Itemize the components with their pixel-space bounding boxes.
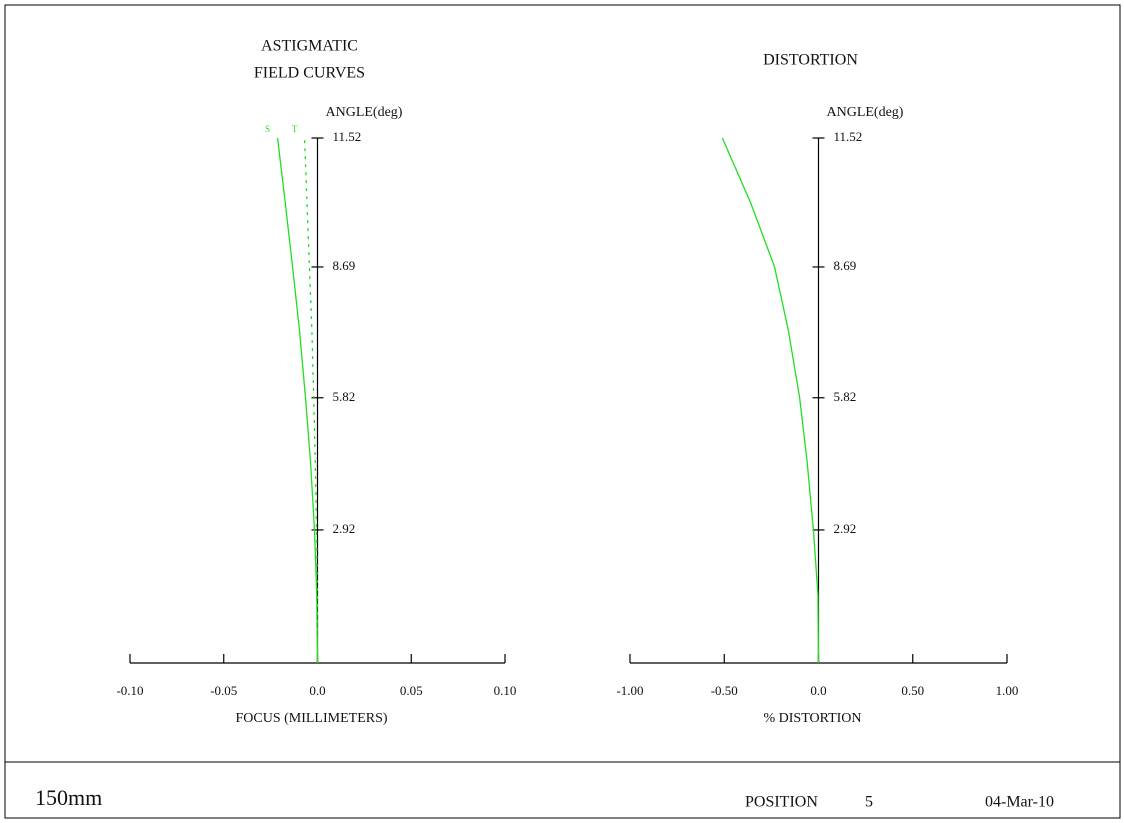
y-tick-label: 5.82 [333, 389, 356, 404]
x-tick-label: -1.00 [616, 683, 643, 698]
curve [276, 137, 319, 664]
y-axis-label: ANGLE(deg) [827, 105, 904, 120]
y-tick-label: 8.69 [834, 258, 857, 273]
x-tick-label: -0.10 [116, 683, 143, 698]
chart-title: ASTIGMATIC [261, 38, 358, 55]
x-axis-label: FOCUS (MILLIMETERS) [235, 711, 387, 726]
chart-title: DISTORTION [763, 52, 858, 69]
x-tick-label: 1.00 [996, 683, 1019, 698]
y-tick-label: 11.52 [333, 129, 362, 144]
position-value: 5 [865, 794, 873, 811]
x-tick-label: 0.10 [494, 683, 517, 698]
x-tick-label: 0.0 [309, 683, 325, 698]
y-axis-label: ANGLE(deg) [326, 105, 403, 120]
lens-label: 150mm [35, 785, 102, 810]
x-tick-label: 0.0 [810, 683, 826, 698]
curve [303, 137, 319, 664]
x-axis-label: % DISTORTION [763, 711, 861, 726]
x-tick-label: -0.05 [210, 683, 237, 698]
y-tick-label: 8.69 [333, 258, 356, 273]
y-tick-label: 2.92 [834, 521, 857, 536]
x-tick-label: 0.50 [901, 683, 924, 698]
y-tick-label: 11.52 [834, 129, 863, 144]
y-tick-label: 2.92 [333, 521, 356, 536]
x-tick-label: 0.05 [400, 683, 423, 698]
y-tick-label: 5.82 [834, 389, 857, 404]
series-label: T [292, 124, 298, 134]
frame [4, 4, 1121, 819]
position-label: POSITION [745, 794, 818, 811]
date: 04-Mar-10 [985, 794, 1054, 811]
series-label: S [265, 124, 270, 134]
chart-title: FIELD CURVES [254, 65, 365, 82]
x-tick-label: -0.50 [711, 683, 738, 698]
curve [721, 137, 820, 664]
